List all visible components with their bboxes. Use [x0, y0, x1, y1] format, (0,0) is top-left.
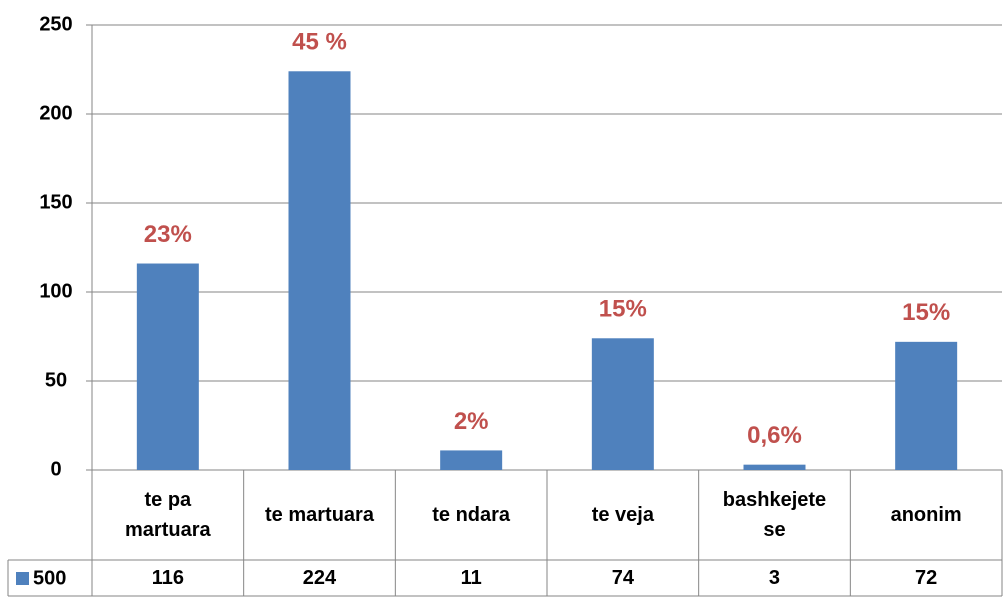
table-value: 116 [151, 567, 184, 589]
bar [440, 450, 503, 470]
category-label: te ndara [432, 504, 511, 526]
y-tick-label: 250 [39, 13, 72, 35]
bar [743, 464, 806, 470]
y-tick-label: 150 [39, 191, 72, 213]
legend-swatch [16, 572, 29, 585]
bar [288, 71, 351, 470]
category-label: bashkejetese [722, 489, 827, 541]
table-value: 74 [611, 567, 634, 589]
data-label: 15% [599, 296, 647, 323]
bar [591, 338, 654, 470]
table-value: 3 [768, 567, 781, 589]
bar [136, 263, 199, 470]
data-label: 23% [144, 221, 192, 248]
table-value: 72 [915, 567, 938, 589]
y-tick-label: 100 [39, 280, 72, 302]
data-label: 0,6% [747, 422, 802, 449]
category-label: te martuara [265, 504, 374, 526]
category-label: te veja [591, 504, 654, 526]
bar [895, 341, 958, 470]
legend-label: 500 [33, 567, 66, 589]
category-label: te pa martuara [125, 489, 211, 541]
table-value: 224 [302, 567, 337, 589]
data-label: 15% [902, 299, 950, 326]
y-tick-label: 50 [45, 369, 67, 391]
category-label: anonim [890, 504, 962, 526]
y-tick-label: 0 [50, 458, 61, 480]
y-tick-label: 200 [39, 102, 72, 124]
data-label: 2% [454, 408, 489, 435]
table-value: 11 [460, 567, 482, 589]
data-label: 45 % [292, 29, 347, 56]
